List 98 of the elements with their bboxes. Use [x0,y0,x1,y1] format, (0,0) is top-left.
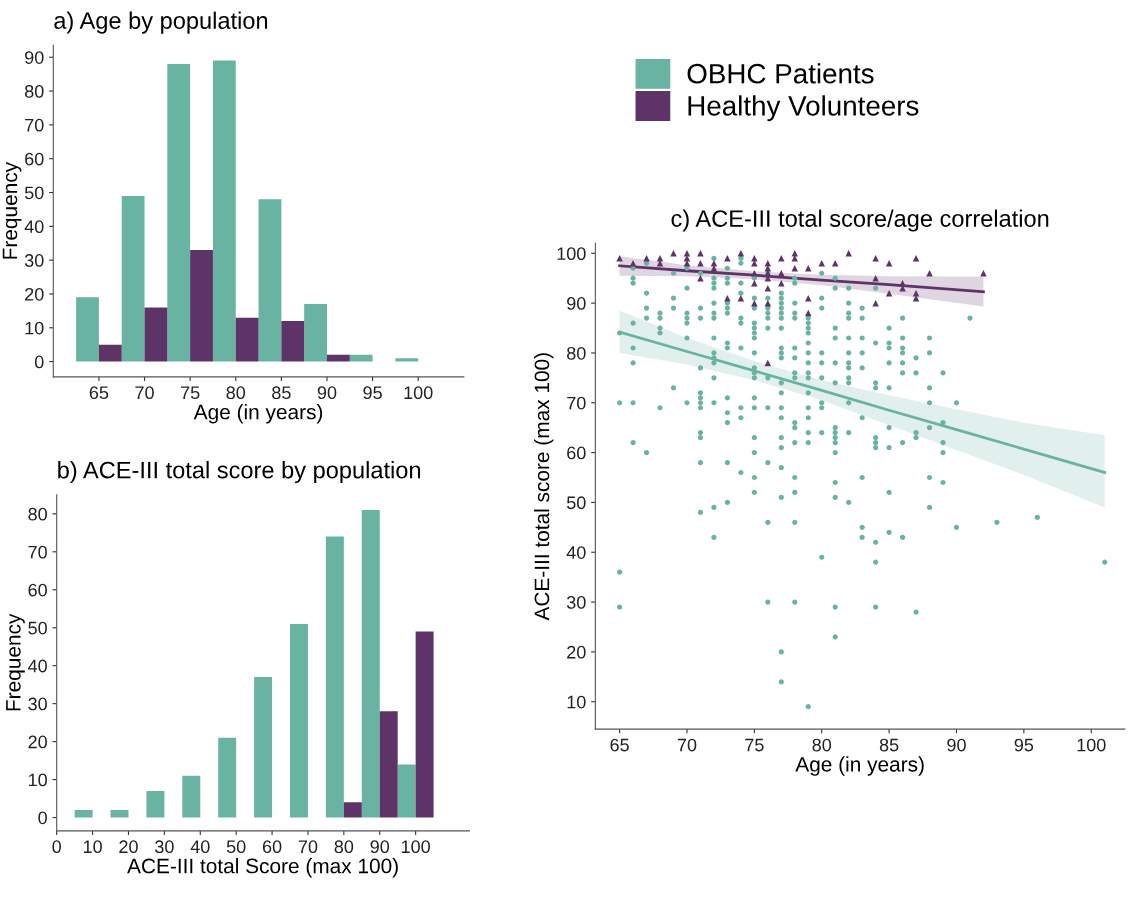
point [751,255,758,262]
point [778,255,785,262]
y-tick-label: 10 [567,695,586,709]
point [805,294,812,302]
x-tick-label: 70 [677,738,697,752]
y-tick-label: 20 [25,287,44,301]
y-tick-label: 80 [567,346,586,360]
x-tick-label: 100 [401,840,430,854]
y-tick-label: 60 [567,446,586,460]
point [697,260,704,267]
x-tick-label: 65 [610,738,629,752]
y-tick-label: 30 [24,254,44,267]
point [791,250,799,257]
x-tick-label: 80 [812,738,832,752]
point [818,260,825,267]
x-tick-label: 0 [52,840,62,854]
y-tick-label: 80 [24,84,44,98]
point [885,260,893,267]
y-tick-label: 80 [28,507,47,521]
point [764,265,772,272]
point [710,260,718,267]
x-tick-label: 75 [745,738,764,752]
point [831,260,839,267]
y-tick-label: 50 [28,621,47,635]
x-tick-label: 50 [226,840,246,854]
point [710,265,718,272]
point [616,255,623,262]
y-tick-label: 60 [28,583,47,597]
x-tick-label: 90 [947,738,966,752]
legend-label: OBHC Patients [687,63,874,84]
y-tick-label: 40 [24,220,44,234]
y-tick-label: 90 [25,51,44,64]
y-tick-label: 70 [28,545,47,559]
point [764,299,772,307]
point [683,260,691,267]
y-tick-label: 30 [28,697,47,711]
point [791,265,799,272]
point [656,260,664,267]
point [737,250,745,257]
y-tick-label: 60 [25,152,44,166]
x-tick-label: 95 [363,386,382,400]
x-tick-label: 10 [83,840,102,854]
y-tick-label: 50 [566,496,586,510]
x-tick-label: 80 [334,840,354,854]
y-tick-label: 10 [25,321,44,335]
y-tick-label: 70 [567,396,586,410]
x-tick-label: 90 [370,840,390,854]
point [629,260,637,267]
x-tick-label: 95 [1014,738,1034,752]
y-tick-label: 40 [28,659,47,673]
y-tick-label: 90 [567,297,586,310]
x-tick-label: 100 [404,386,433,400]
y-tick-label: 40 [566,546,586,559]
point [805,265,812,272]
line-series [618,264,985,294]
chart-title: b) ACE-III total score by population [58,461,421,484]
point [697,250,704,257]
x-axis-title: ACE-III total Score (max 100) [127,858,398,878]
x-tick-label: 60 [262,840,282,854]
point [764,260,772,267]
x-tick-label: 85 [272,386,291,400]
chart-title: a) Age by population [54,11,268,34]
y-tick-label: 30 [566,596,586,609]
y-tick-label: 20 [567,645,586,659]
y-axis-title: Frequency [6,613,25,711]
y-tick-label: 0 [34,355,44,369]
x-axis-title: Age (in years) [795,756,924,776]
x-tick-label: 100 [1077,738,1106,752]
x-tick-label: 70 [298,840,318,854]
y-tick-label: 0 [38,811,47,825]
x-tick-label: 85 [879,738,899,752]
point [670,250,677,257]
point [805,309,812,317]
x-tick-label: 20 [119,840,138,854]
x-tick-label: 40 [190,840,210,854]
x-tick-label: 75 [181,386,200,400]
x-tick-label: 80 [226,386,246,400]
point [751,260,758,267]
x-tick-label: 70 [135,386,154,400]
point [912,255,920,262]
chart-title: c) ACE-III total score/age correlation [671,209,1049,232]
y-tick-label: 100 [557,247,586,261]
x-tick-label: 65 [89,386,109,400]
y-axis-title: ACE-III total score (max 100) [534,353,554,621]
point [764,359,772,367]
point [724,255,731,262]
point [791,255,799,262]
y-axis-title: Frequency [2,161,22,259]
y-tick-label: 70 [25,118,44,132]
x-tick-label: 90 [317,386,337,400]
point [872,255,879,262]
y-tick-label: 50 [24,186,44,200]
legend-label: Healthy Volunteers [688,95,919,122]
x-axis-title: Age (in years) [193,404,323,424]
x-tick-label: 30 [155,840,174,854]
point [643,255,650,262]
y-tick-label: 10 [28,773,47,787]
point [845,250,852,257]
